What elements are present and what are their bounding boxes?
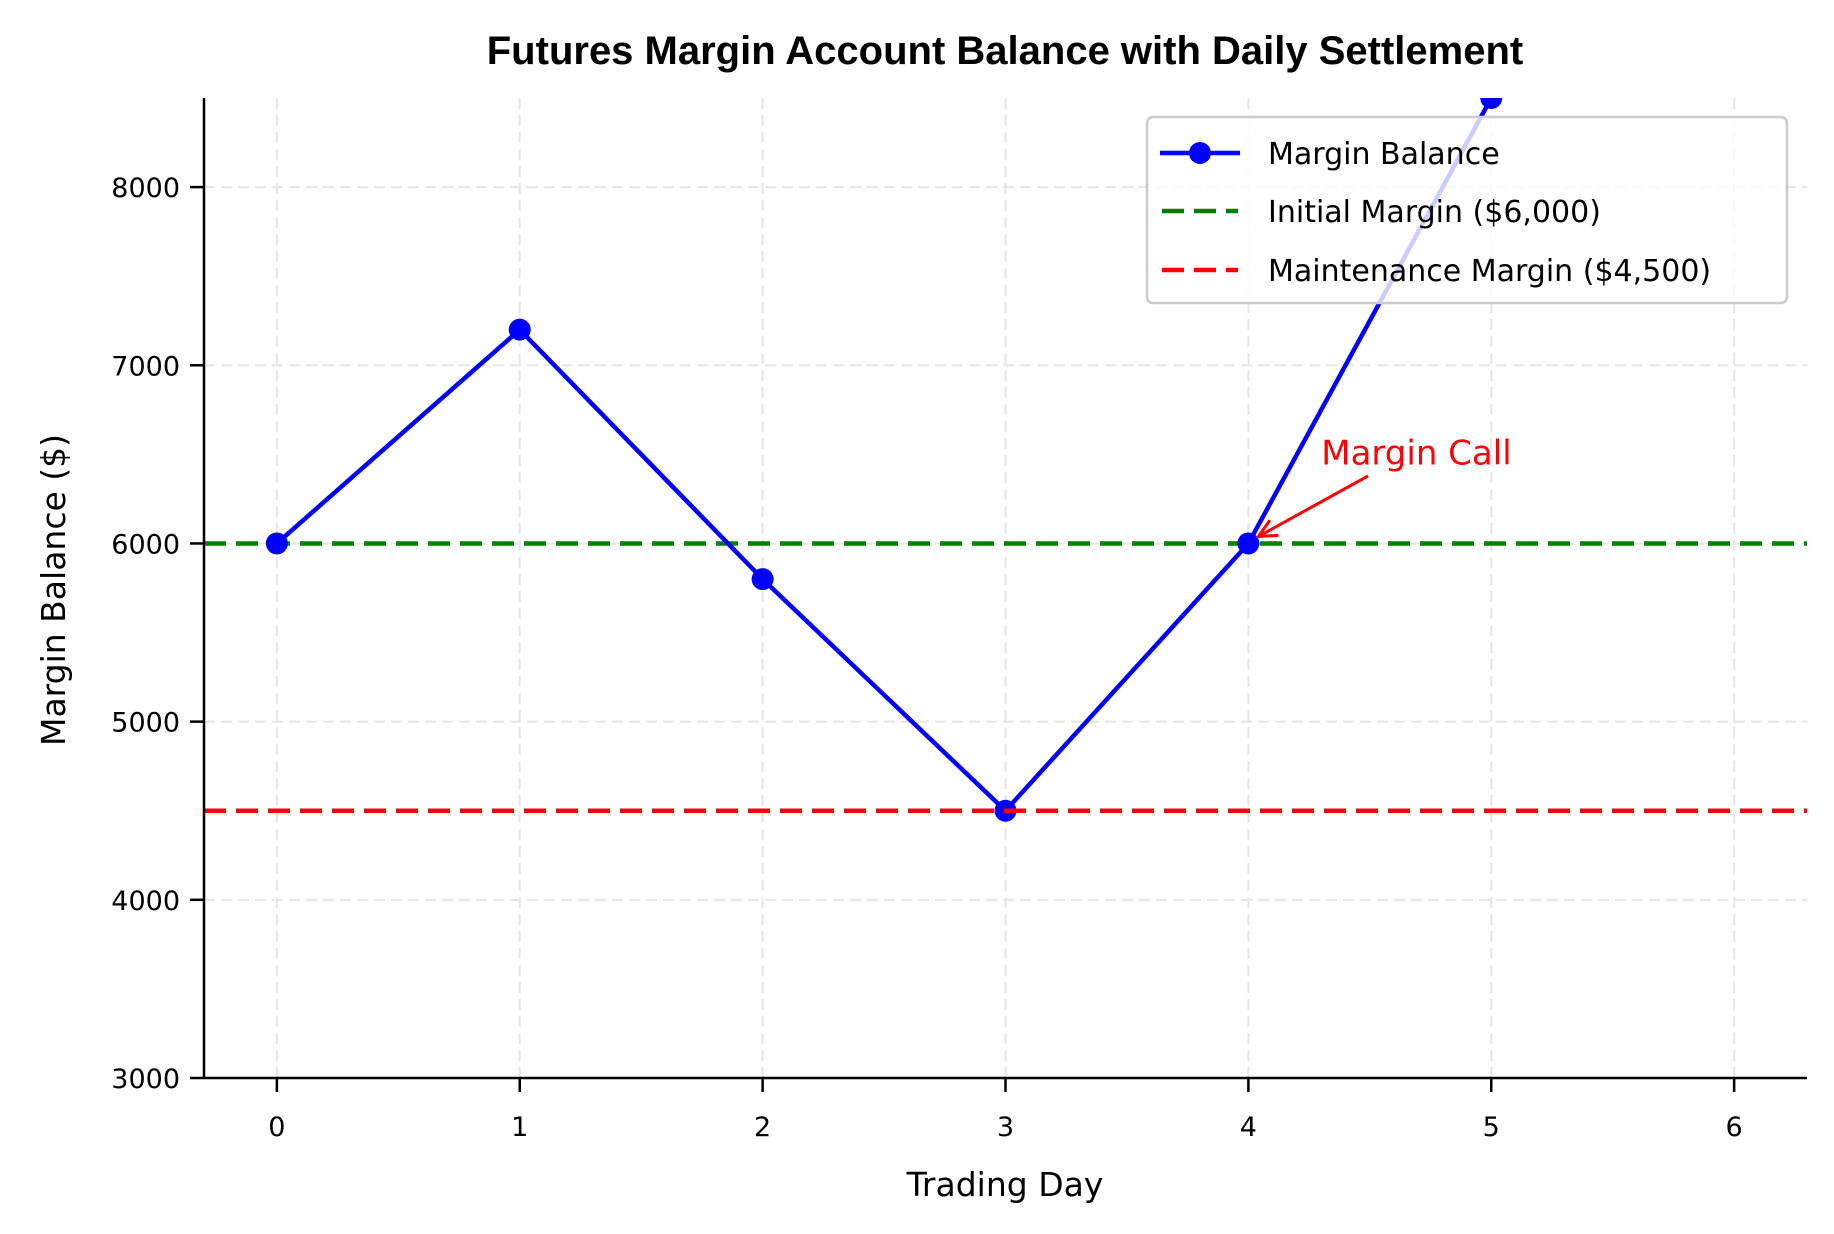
legend-marker-swatch: [1189, 142, 1211, 164]
x-tick-label: 4: [1240, 1112, 1257, 1143]
y-tick-label: 6000: [111, 529, 180, 560]
x-axis-ticks: 0 1 2 3 4 5 6: [268, 1078, 1743, 1143]
legend-label: Maintenance Margin ($4,500): [1268, 254, 1711, 289]
data-point-marker: [508, 318, 531, 341]
y-axis-label: Margin Balance ($): [34, 434, 73, 746]
y-tick-label: 3000: [111, 1064, 180, 1095]
x-tick-label: 0: [268, 1112, 285, 1143]
x-axis-label: Trading Day: [906, 1165, 1104, 1204]
legend-label: Margin Balance: [1268, 137, 1500, 172]
y-tick-label: 4000: [111, 886, 180, 917]
x-tick-label: 2: [754, 1112, 771, 1143]
data-point-marker: [265, 532, 288, 555]
annotation-arrow-head: [1255, 519, 1279, 539]
data-point-marker: [1480, 98, 1503, 109]
x-tick-label: 5: [1483, 1112, 1500, 1143]
margin-balance-line: [275, 98, 1494, 813]
y-tick-label: 5000: [111, 708, 180, 739]
margin-call-annotation: Margin Call: [1255, 433, 1512, 539]
data-point-marker: [1237, 532, 1260, 555]
y-tick-label: 8000: [111, 173, 180, 204]
x-tick-label: 6: [1726, 1112, 1743, 1143]
annotation-text: Margin Call: [1321, 433, 1511, 473]
data-point-marker: [751, 568, 774, 591]
x-tick-label: 3: [997, 1112, 1014, 1143]
y-tick-label: 7000: [111, 351, 180, 382]
annotation-arrow-shaft: [1257, 474, 1369, 538]
legend-label: Initial Margin ($6,000): [1268, 195, 1601, 230]
legend-frame: [1145, 115, 1789, 305]
margin-balance-series: [265, 98, 1503, 822]
y-axis-ticks: 3000 4000 5000 6000 7000 8000: [111, 173, 204, 1095]
chart-title: Futures Margin Account Balance with Dail…: [487, 29, 1523, 73]
chart-legend: Margin Balance Initial Margin ($6,000) Mai…: [1145, 115, 1789, 305]
x-tick-label: 1: [511, 1112, 528, 1143]
